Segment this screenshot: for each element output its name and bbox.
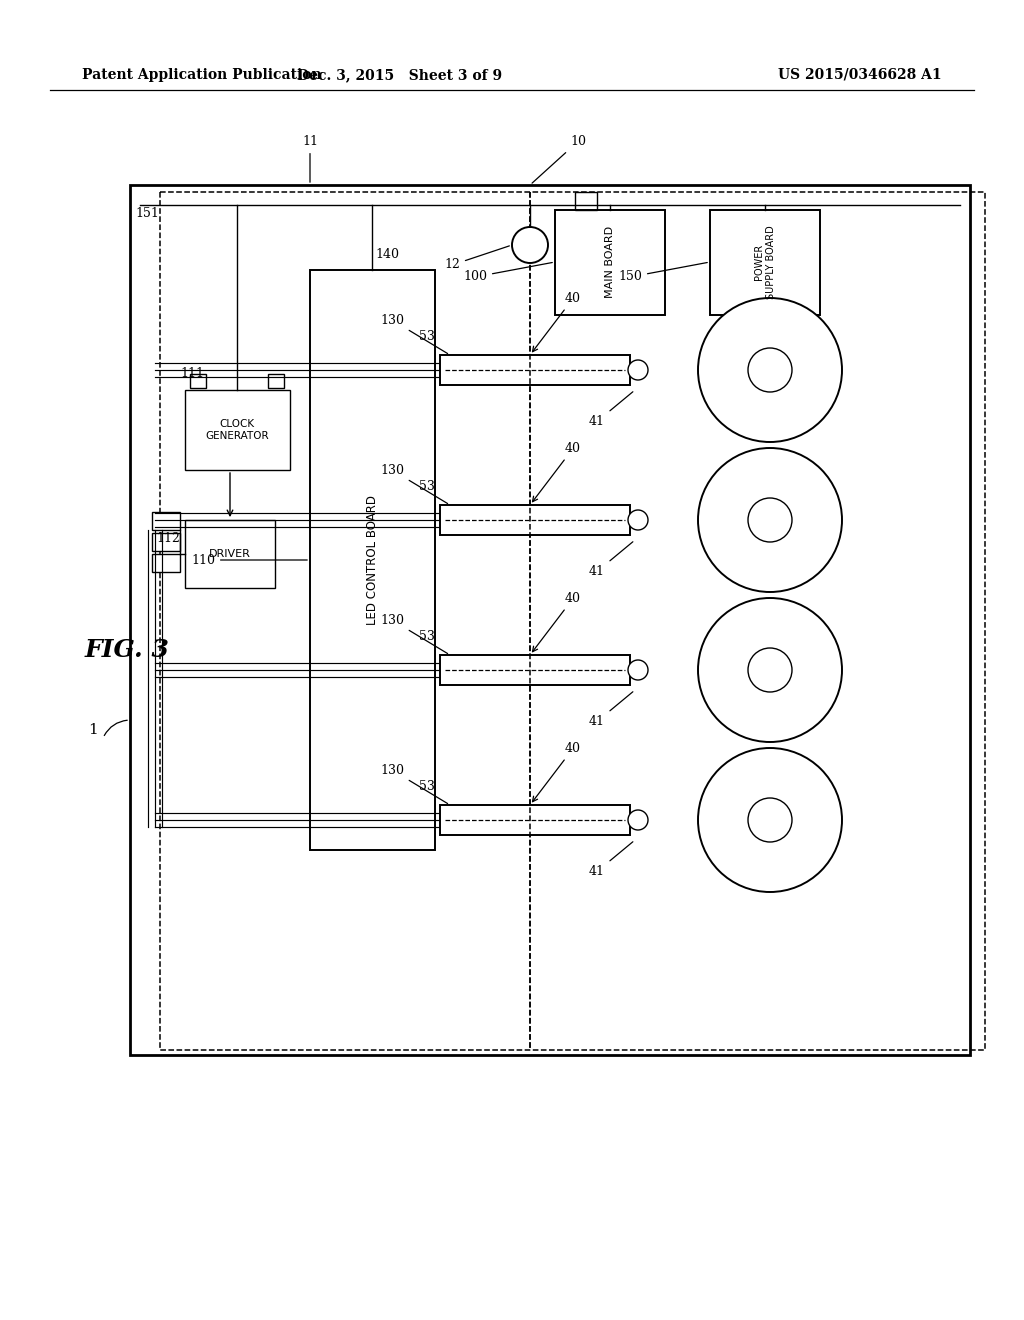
Circle shape xyxy=(748,799,792,842)
Bar xyxy=(710,210,820,315)
Bar xyxy=(185,389,290,470)
Text: DRIVER: DRIVER xyxy=(209,549,251,558)
Text: 1: 1 xyxy=(88,723,97,737)
Text: 53: 53 xyxy=(419,630,435,643)
Bar xyxy=(152,554,180,572)
Circle shape xyxy=(698,748,842,892)
Bar xyxy=(268,374,284,388)
Text: 53: 53 xyxy=(419,330,435,343)
Text: 40: 40 xyxy=(532,292,581,351)
Text: 111: 111 xyxy=(180,367,204,380)
Text: 11: 11 xyxy=(302,135,318,182)
Text: Dec. 3, 2015   Sheet 3 of 9: Dec. 3, 2015 Sheet 3 of 9 xyxy=(297,69,503,82)
Text: 130: 130 xyxy=(380,314,447,354)
Bar xyxy=(130,185,970,1055)
Text: 151: 151 xyxy=(135,207,159,220)
Text: 40: 40 xyxy=(532,442,581,502)
Bar xyxy=(555,210,665,315)
Text: 130: 130 xyxy=(380,614,447,653)
Text: 100: 100 xyxy=(463,263,552,284)
Text: US 2015/0346628 A1: US 2015/0346628 A1 xyxy=(778,69,942,82)
Text: 41: 41 xyxy=(589,541,633,578)
Circle shape xyxy=(628,510,648,531)
Bar xyxy=(160,191,985,1049)
Text: 130: 130 xyxy=(380,463,447,503)
Text: 40: 40 xyxy=(532,591,581,652)
Bar xyxy=(440,355,630,385)
Bar xyxy=(310,271,435,850)
Bar xyxy=(440,655,630,685)
Text: LED CONTROL BOARD: LED CONTROL BOARD xyxy=(366,495,379,624)
Circle shape xyxy=(748,648,792,692)
Text: 53: 53 xyxy=(419,780,435,793)
Text: FIG. 3: FIG. 3 xyxy=(85,638,170,663)
Bar xyxy=(440,805,630,836)
Circle shape xyxy=(698,298,842,442)
Text: MAIN BOARD: MAIN BOARD xyxy=(605,226,615,298)
Text: 110: 110 xyxy=(191,553,307,566)
Bar xyxy=(575,191,597,210)
Bar xyxy=(152,533,180,550)
Text: Patent Application Publication: Patent Application Publication xyxy=(82,69,322,82)
Circle shape xyxy=(748,498,792,543)
Bar xyxy=(152,512,180,531)
Text: CLOCK
GENERATOR: CLOCK GENERATOR xyxy=(205,418,269,441)
Text: 40: 40 xyxy=(532,742,581,801)
Circle shape xyxy=(698,447,842,591)
Text: 53: 53 xyxy=(419,480,435,492)
Circle shape xyxy=(628,810,648,830)
Circle shape xyxy=(748,348,792,392)
Text: 10: 10 xyxy=(532,135,586,183)
Text: 130: 130 xyxy=(380,763,447,804)
Circle shape xyxy=(698,598,842,742)
Text: 41: 41 xyxy=(589,842,633,878)
Text: 41: 41 xyxy=(589,392,633,428)
Bar xyxy=(185,520,275,587)
Text: 12: 12 xyxy=(444,246,509,272)
Text: 41: 41 xyxy=(589,692,633,729)
Text: 150: 150 xyxy=(618,263,708,284)
Circle shape xyxy=(628,660,648,680)
Text: 112: 112 xyxy=(156,532,180,545)
Circle shape xyxy=(628,360,648,380)
Text: 140: 140 xyxy=(375,248,399,261)
Bar xyxy=(440,506,630,535)
Bar xyxy=(190,374,206,388)
Text: POWER
SUPPLY BOARD: POWER SUPPLY BOARD xyxy=(755,226,776,298)
Circle shape xyxy=(512,227,548,263)
